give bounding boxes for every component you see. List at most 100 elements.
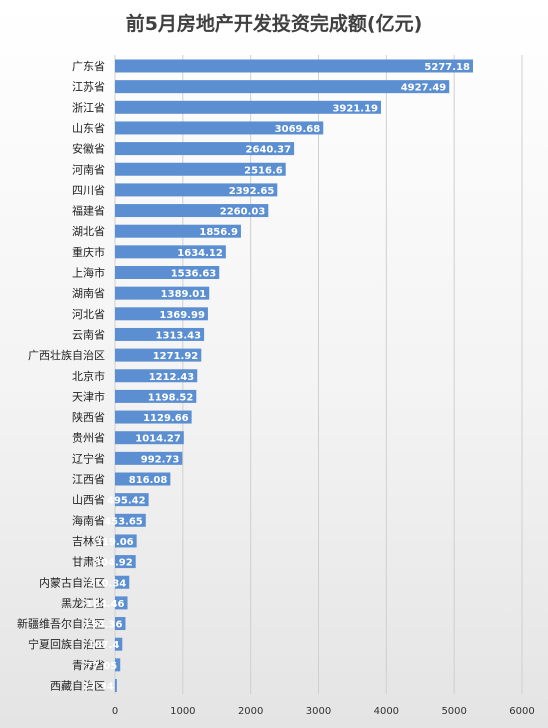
- bar: [115, 389, 197, 403]
- category-label: 陕西省: [72, 410, 105, 424]
- data-label: 1389.01: [161, 289, 207, 300]
- data-label: 453.65: [104, 516, 143, 527]
- bar: [115, 658, 121, 672]
- bar: [115, 59, 473, 73]
- data-label: 2516.6: [244, 165, 283, 176]
- data-label: 319.06: [95, 537, 134, 548]
- data-label: 992.73: [141, 454, 180, 465]
- bar: [115, 183, 278, 197]
- category-label: 甘肃省: [72, 556, 105, 569]
- bar: [115, 80, 450, 94]
- bar: [115, 142, 295, 156]
- data-label: 184.46: [86, 599, 125, 610]
- data-label: 1634.12: [177, 248, 223, 259]
- bars: [115, 59, 473, 692]
- data-label: 816.08: [129, 475, 168, 486]
- gridlines: [114, 55, 523, 694]
- data-label: 2392.65: [229, 186, 275, 197]
- category-labels: 广东省江苏省浙江省山东省安徽省河南省四川省福建省湖北省重庆市上海市湖南省河北省云…: [17, 60, 105, 693]
- data-label: 210.34: [88, 578, 127, 589]
- category-label: 上海市: [72, 266, 105, 280]
- data-label: 1212.43: [149, 372, 195, 383]
- category-label: 辽宁省: [72, 451, 105, 465]
- data-label: 1129.66: [143, 413, 189, 424]
- category-label: 福建省: [72, 204, 105, 218]
- data-label: 107.4: [88, 640, 120, 651]
- category-label: 安徽省: [72, 142, 105, 156]
- bar: [115, 555, 136, 569]
- data-label: 4927.49: [401, 83, 447, 94]
- data-label: 5277.18: [424, 62, 470, 73]
- bar: [115, 410, 192, 424]
- bar: [115, 575, 130, 589]
- category-label: 江苏省: [72, 81, 105, 94]
- category-label: 重庆市: [72, 245, 105, 259]
- bar: [115, 451, 183, 465]
- bar: [115, 348, 202, 362]
- bar: [115, 245, 226, 259]
- category-label: 湖南省: [72, 287, 105, 300]
- x-axis: 0 1000 2000 3000 4000 5000 6000: [112, 706, 535, 717]
- bar: [115, 513, 146, 527]
- x-tick-label: 6000: [509, 706, 534, 717]
- chart-title: 前5月房地产开发投资完成额(亿元): [126, 12, 423, 35]
- bar: [115, 266, 220, 279]
- data-label: 1369.99: [159, 310, 205, 321]
- category-label: 青海省: [72, 658, 105, 672]
- value-labels: 5277.18 4927.49 3921.19 3069.68 2640.37 2516.…: [82, 62, 470, 693]
- data-label: 2260.03: [220, 207, 266, 218]
- bar: [115, 286, 210, 300]
- category-label: 山东省: [72, 122, 105, 135]
- x-tick-label: 3000: [306, 706, 331, 717]
- bar: [115, 637, 123, 651]
- category-label: 内蒙古自治区: [39, 575, 105, 589]
- category-label: 海南省: [72, 513, 105, 527]
- category-label: 广东省: [72, 60, 105, 73]
- data-label: 1014.27: [135, 434, 181, 445]
- bar: [115, 534, 137, 548]
- category-label: 河南省: [72, 163, 105, 176]
- x-tick-label: 2000: [238, 706, 263, 717]
- bar: [115, 493, 149, 507]
- bar: [115, 100, 381, 114]
- category-label: 新疆维吾尔自治区: [17, 617, 105, 631]
- category-label: 浙江省: [72, 101, 105, 114]
- category-label: 云南省: [72, 328, 105, 341]
- bar: [115, 431, 184, 445]
- category-label: 江西省: [72, 473, 105, 486]
- category-label: 湖北省: [72, 225, 105, 238]
- x-tick-label: 5000: [441, 706, 466, 717]
- x-tick-label: 0: [112, 706, 118, 717]
- bar: [115, 369, 198, 383]
- bar: [115, 472, 171, 486]
- category-label: 广西壮族自治区: [28, 348, 105, 362]
- data-label: 1536.63: [171, 269, 217, 280]
- bar: [115, 204, 269, 218]
- bar: [115, 617, 126, 631]
- category-label: 贵州省: [72, 432, 105, 445]
- data-label: 3069.68: [275, 124, 321, 135]
- data-label: 1313.43: [156, 330, 202, 341]
- bar: [115, 307, 208, 321]
- data-label: 27.34: [82, 682, 114, 693]
- x-tick-label: 1000: [170, 706, 195, 717]
- data-label: 154.36: [84, 620, 123, 631]
- bar: [115, 224, 241, 238]
- data-label: 2640.37: [246, 145, 292, 156]
- category-label: 河北省: [72, 308, 105, 321]
- bar: [115, 327, 205, 341]
- category-label: 吉林省: [72, 534, 105, 548]
- category-label: 四川省: [72, 184, 105, 197]
- data-label: 3921.19: [332, 103, 378, 114]
- bar: [115, 679, 117, 692]
- category-label: 宁夏回族自治区: [28, 637, 105, 651]
- category-label: 北京市: [72, 369, 105, 383]
- x-tick-label: 4000: [374, 706, 399, 717]
- data-label: 495.42: [107, 496, 146, 507]
- bar: [115, 162, 286, 176]
- data-label: 1198.52: [148, 392, 194, 403]
- category-label: 山西省: [72, 494, 105, 507]
- data-label: 304.92: [94, 558, 133, 569]
- bar: [115, 121, 324, 135]
